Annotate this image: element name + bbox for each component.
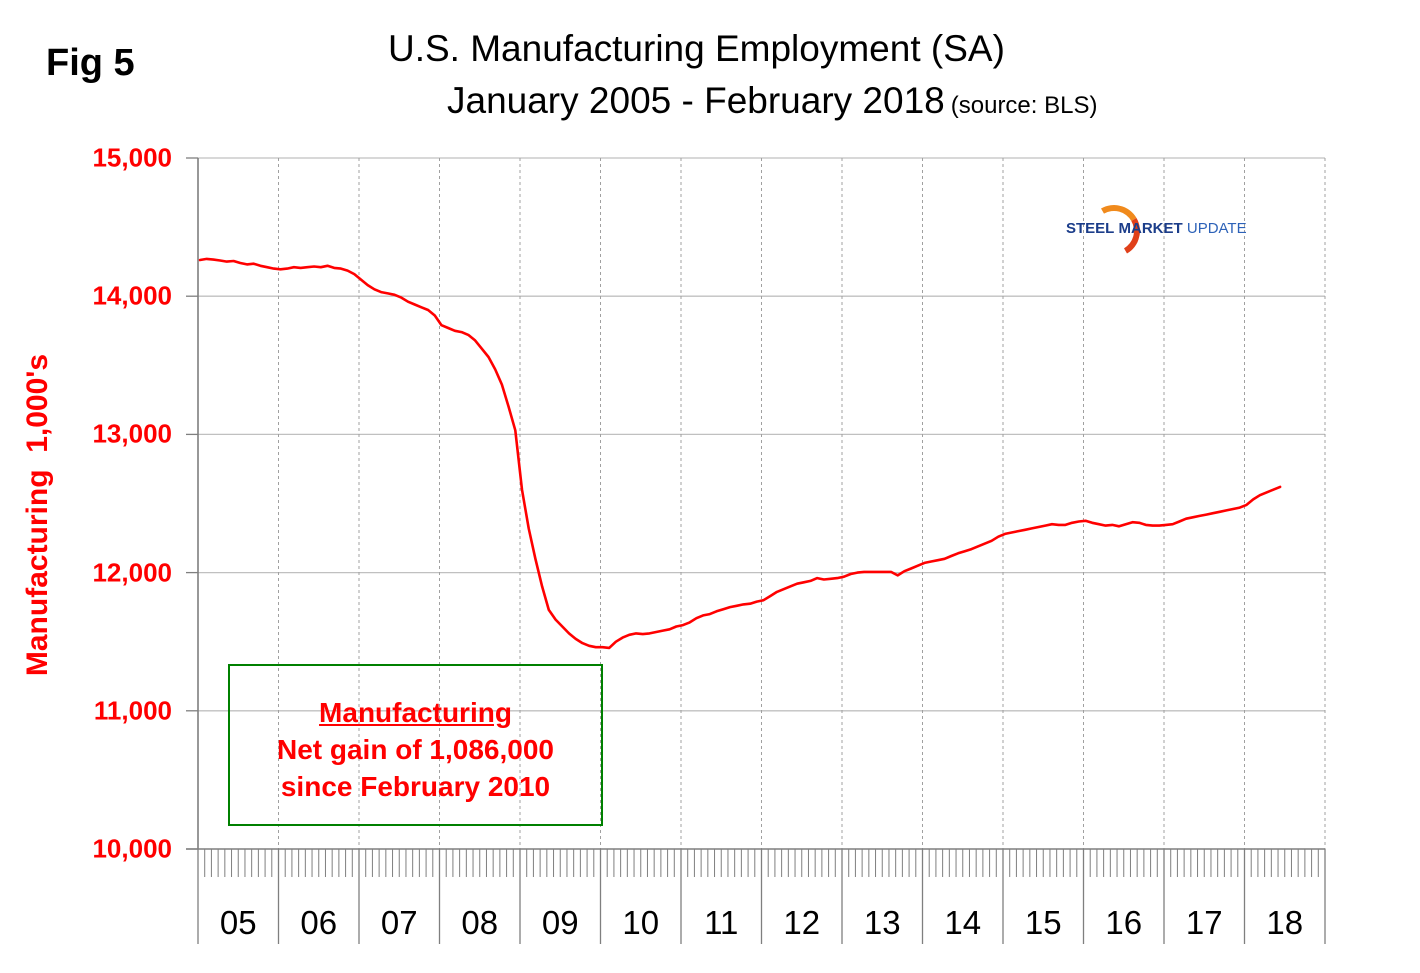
x-tick-label: 13 <box>863 904 901 941</box>
chart-subtitle: January 2005 - February 2018 (source: BLS… <box>447 80 1097 122</box>
y-axis-label: Manufacturing 1,000's <box>21 353 54 677</box>
series-layer <box>198 257 1282 650</box>
source-note: (source: BLS) <box>950 92 1098 119</box>
x-tick-label: 14 <box>944 904 982 941</box>
x-tick-label: 09 <box>541 904 579 941</box>
x-tick-label: 11 <box>704 904 739 941</box>
x-tick-label: 10 <box>622 904 660 941</box>
x-tick-label: 06 <box>300 904 338 941</box>
figure-label: Fig 5 <box>46 42 135 84</box>
x-tick-label: 17 <box>1185 904 1223 941</box>
logo-text: STEEL MARKET UPDATE <box>1066 220 1247 237</box>
vertical-gridlines <box>278 158 1326 849</box>
x-tick-label: 16 <box>1105 904 1143 941</box>
axes <box>186 157 1325 850</box>
logo-word-market: MARKET <box>1118 220 1183 237</box>
x-tick-label: 18 <box>1266 904 1304 941</box>
x-tick-label: 15 <box>1024 904 1062 941</box>
y-tick-label: 13,000 <box>92 418 172 449</box>
annotation-line-1: Net gain of 1,086,000 <box>276 734 554 765</box>
y-tick-label: 14,000 <box>92 280 172 311</box>
y-tick-label: 11,000 <box>93 695 172 726</box>
annotation-heading: Manufacturing <box>319 697 512 728</box>
x-tick-label: 08 <box>461 904 499 941</box>
y-tick-label: 12,000 <box>92 557 172 588</box>
y-tick-label: 15,000 <box>92 142 172 173</box>
y-tick-label: 10,000 <box>92 833 172 864</box>
x-tick-label: 07 <box>380 904 418 941</box>
series-line-0 <box>198 257 1282 650</box>
x-tick-label: 12 <box>783 904 821 941</box>
chart-title: U.S. Manufacturing Employment (SA) <box>388 28 1005 69</box>
steel-market-update-logo: STEEL MARKET UPDATE <box>1066 199 1276 263</box>
x-axis-ticks <box>197 849 1326 944</box>
logo-word-steel: STEEL <box>1066 220 1115 237</box>
annotation-line-2: since February 2010 <box>280 771 551 802</box>
x-tick-label: 05 <box>219 904 257 941</box>
logo-word-update: UPDATE <box>1186 220 1247 237</box>
annotation-box: Manufacturing Net gain of 1,086,000 sinc… <box>228 664 603 826</box>
date-range: January 2005 - February 2018 <box>447 80 945 121</box>
